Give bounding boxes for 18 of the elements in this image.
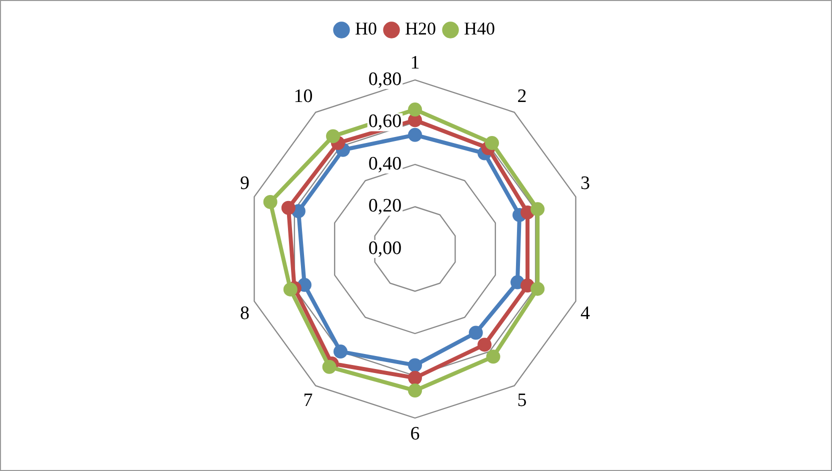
spoke-label: 1	[410, 52, 420, 74]
y-tick-label: 0,00	[368, 238, 402, 259]
legend-label: H40	[464, 18, 495, 39]
spoke-label: 6	[410, 423, 420, 444]
spoke-label: 4	[580, 303, 590, 324]
spoke-label: 2	[517, 86, 527, 107]
spoke-label: 10	[294, 86, 313, 107]
y-tick-label: 0,80	[368, 68, 402, 90]
spoke-label: 7	[303, 390, 313, 412]
spoke-label: 3	[580, 172, 590, 194]
spoke-label: 9	[240, 172, 250, 194]
y-tick-label: 0,60	[368, 111, 402, 132]
spoke-label: 8	[240, 303, 250, 324]
spoke-label: 5	[517, 390, 527, 412]
y-tick-label: 0,20	[368, 196, 402, 217]
legend-label: H0	[355, 18, 377, 39]
y-tick-label: 0,40	[368, 153, 402, 174]
legend-label: H20	[405, 18, 436, 39]
